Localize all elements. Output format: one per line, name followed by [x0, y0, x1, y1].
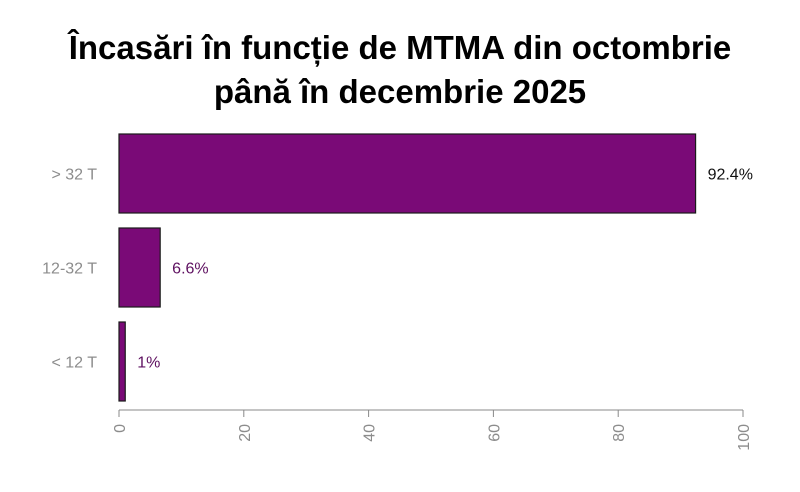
bar-2: [118, 321, 126, 402]
x-tick-label-0: 0: [112, 424, 129, 433]
x-tick-label-3: 60: [486, 424, 503, 442]
category-label-0: > 32 T: [51, 167, 97, 184]
category-label-2: < 12 T: [51, 355, 97, 372]
data-label-1: 6.6%: [172, 261, 208, 278]
chart-title-line-2: până în decembrie 2025: [213, 73, 587, 110]
bar-0: [118, 133, 697, 214]
x-tick-label-2: 40: [362, 424, 379, 442]
bar-1: [118, 227, 161, 308]
x-tick-label-4: 80: [611, 424, 628, 442]
data-label-2: 1%: [137, 355, 160, 372]
x-tick-label-5: 100: [736, 424, 753, 451]
data-label-0: 92.4%: [708, 167, 753, 184]
category-label-1: 12-32 T: [42, 261, 97, 278]
chart-title-line-1: Încasări în funcție de MTMA din octombri…: [68, 29, 732, 66]
x-tick-label-1: 20: [237, 424, 254, 442]
chart-title: Încasări în funcție de MTMA din octombri…: [0, 26, 800, 114]
